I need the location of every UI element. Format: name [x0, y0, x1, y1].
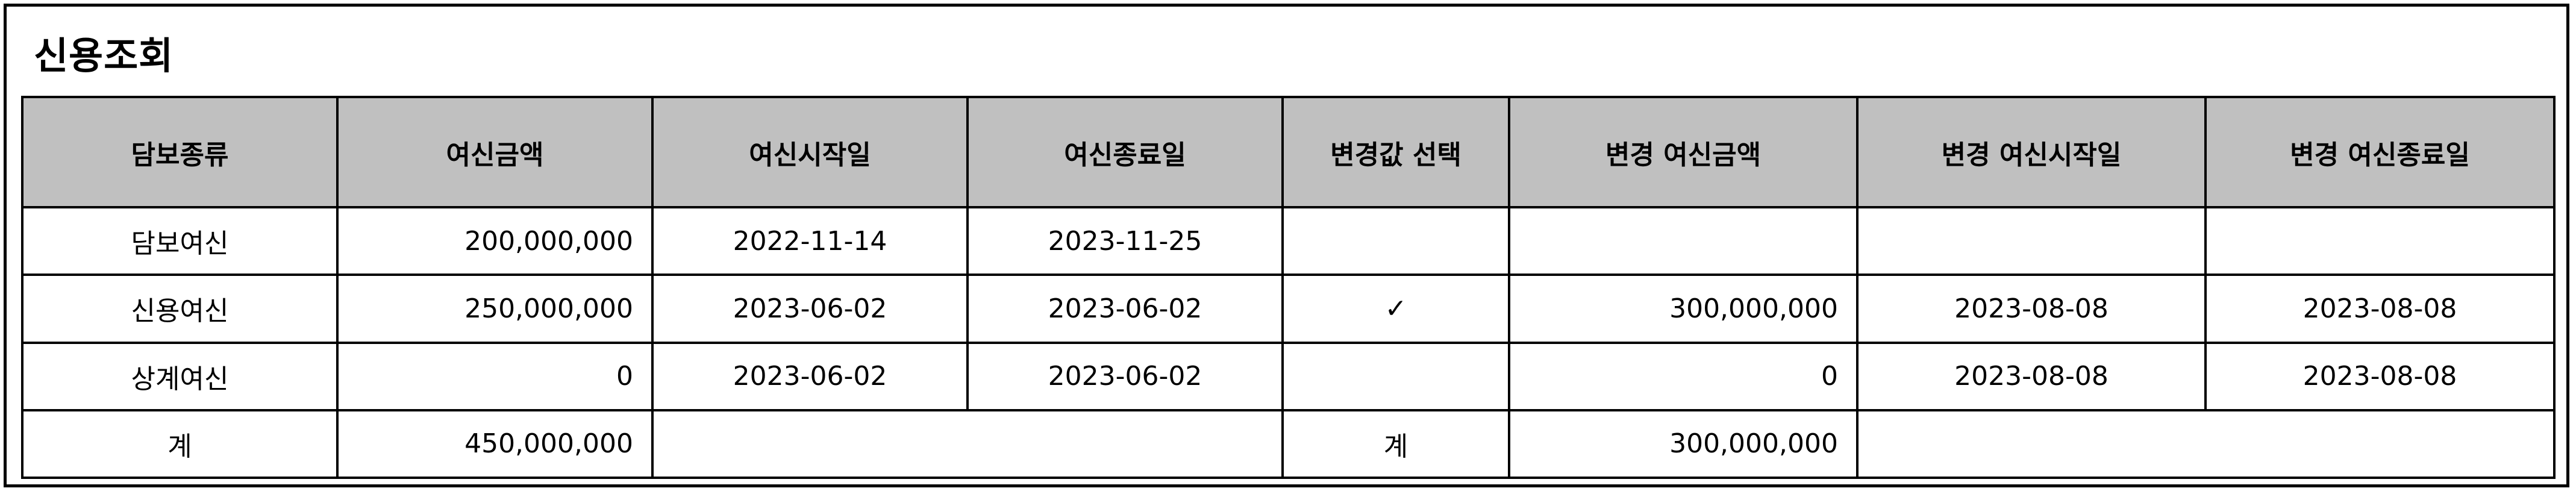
credit-end-date-cell: 2023-06-02: [966, 341, 1284, 411]
change-select-cell[interactable]: ✓: [1281, 274, 1510, 344]
new-credit-end-date-cell[interactable]: 2023-08-08: [2204, 274, 2556, 344]
credit-amount-cell: 0: [336, 341, 654, 411]
new-credit-amount-cell[interactable]: [1508, 205, 1859, 277]
new-credit-start-date-cell[interactable]: 2023-08-08: [1856, 341, 2207, 411]
header-credit-amount: 여신금액: [336, 96, 654, 208]
new-credit-start-date-cell[interactable]: 2023-08-08: [1856, 274, 2207, 344]
credit-amount-cell: 200,000,000: [336, 205, 654, 277]
header-credit-start-date: 여신시작일: [651, 96, 969, 208]
total-empty-cell: [651, 408, 1284, 480]
credit-start-date-cell: 2022-11-14: [651, 205, 969, 277]
total-new-empty-cell: [1856, 408, 2556, 480]
new-credit-amount-cell[interactable]: 300,000,000: [1508, 274, 1859, 344]
credit-inquiry-table: 담보종류 여신금액 여신시작일 여신종료일 변경값 선택 변경 여신금액 변경 …: [21, 96, 2556, 480]
change-select-cell[interactable]: [1281, 341, 1510, 411]
credit-inquiry-panel: 신용조회: [4, 4, 2569, 487]
new-credit-start-date-cell[interactable]: [1856, 205, 2207, 277]
total-label: 계: [21, 408, 339, 480]
total-new-credit-amount: 300,000,000: [1508, 408, 1859, 480]
table-row[interactable]: 신용여신 250,000,000 2023-06-02 2023-06-02 ✓…: [21, 274, 2556, 344]
credit-end-date-cell: 2023-06-02: [966, 274, 1284, 344]
credit-end-date-cell: 2023-11-25: [966, 205, 1284, 277]
header-new-credit-start-date: 변경 여신시작일: [1856, 96, 2207, 208]
header-credit-end-date: 여신종료일: [966, 96, 1284, 208]
collateral-type-cell: 상계여신: [21, 341, 339, 411]
total-new-label: 계: [1281, 408, 1510, 480]
new-credit-end-date-cell[interactable]: [2204, 205, 2556, 277]
credit-start-date-cell: 2023-06-02: [651, 341, 969, 411]
table-row[interactable]: 상계여신 0 2023-06-02 2023-06-02 0 2023-08-0…: [21, 341, 2556, 411]
total-credit-amount: 450,000,000: [336, 408, 654, 480]
change-select-cell[interactable]: [1281, 205, 1510, 277]
collateral-type-cell: 담보여신: [21, 205, 339, 277]
collateral-type-cell: 신용여신: [21, 274, 339, 344]
header-new-credit-amount: 변경 여신금액: [1508, 96, 1859, 208]
new-credit-amount-cell[interactable]: 0: [1508, 341, 1859, 411]
new-credit-end-date-cell[interactable]: 2023-08-08: [2204, 341, 2556, 411]
table-row[interactable]: 담보여신 200,000,000 2022-11-14 2023-11-25: [21, 205, 2556, 277]
header-change-select: 변경값 선택: [1281, 96, 1510, 208]
panel-title: 신용조회: [34, 34, 174, 78]
header-collateral-type: 담보종류: [21, 96, 339, 208]
total-row: 계 450,000,000 계 300,000,000: [21, 408, 2556, 480]
credit-start-date-cell: 2023-06-02: [651, 274, 969, 344]
credit-amount-cell: 250,000,000: [336, 274, 654, 344]
header-new-credit-end-date: 변경 여신종료일: [2204, 96, 2556, 208]
header-row: 담보종류 여신금액 여신시작일 여신종료일 변경값 선택 변경 여신금액 변경 …: [21, 96, 2556, 208]
